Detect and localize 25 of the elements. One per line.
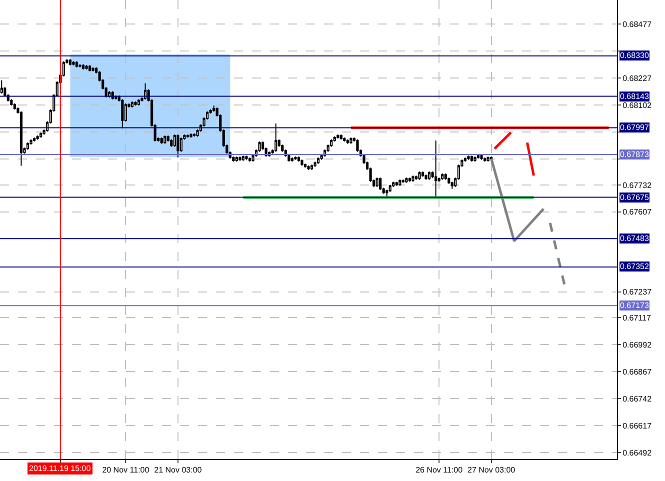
x-tick-label: 26 Nov 11:00 bbox=[416, 466, 464, 475]
y-tick-label: 0.68477 bbox=[622, 20, 652, 29]
x-tick-label: 2019.11.19 15:00 bbox=[29, 464, 92, 473]
y-tick-label: 0.68227 bbox=[622, 74, 652, 83]
y-tick-label: 0.67117 bbox=[622, 313, 652, 322]
ref-line-label: 0.67997 bbox=[620, 123, 650, 132]
y-tick-label: 0.66492 bbox=[622, 448, 652, 458]
ref-line-label: 0.68330 bbox=[620, 51, 650, 60]
ref-line-label: 0.67173 bbox=[620, 301, 650, 310]
x-tick-label: 20 Nov 11:00 bbox=[102, 466, 150, 475]
y-tick-label: 0.66742 bbox=[622, 394, 652, 404]
x-tick-label: 27 Nov 03:00 bbox=[468, 466, 516, 475]
y-tick-label: 0.66617 bbox=[622, 421, 652, 430]
y-tick-label: 0.67237 bbox=[622, 288, 652, 297]
y-tick-label: 0.66992 bbox=[622, 340, 652, 350]
y-tick-label: 0.66867 bbox=[622, 367, 652, 376]
ref-line-label: 0.67352 bbox=[620, 262, 650, 271]
ref-line-label: 0.68143 bbox=[620, 92, 650, 101]
ref-line-label: 0.67873 bbox=[620, 150, 650, 159]
x-tick-label: 21 Nov 03:00 bbox=[154, 466, 202, 475]
y-tick-label: 0.68102 bbox=[622, 100, 652, 110]
ref-line-label: 0.67675 bbox=[620, 193, 650, 202]
ref-line-label: 0.67483 bbox=[620, 234, 650, 243]
y-tick-label: 0.67732 bbox=[622, 180, 652, 190]
y-tick-label: 0.67607 bbox=[622, 208, 652, 217]
